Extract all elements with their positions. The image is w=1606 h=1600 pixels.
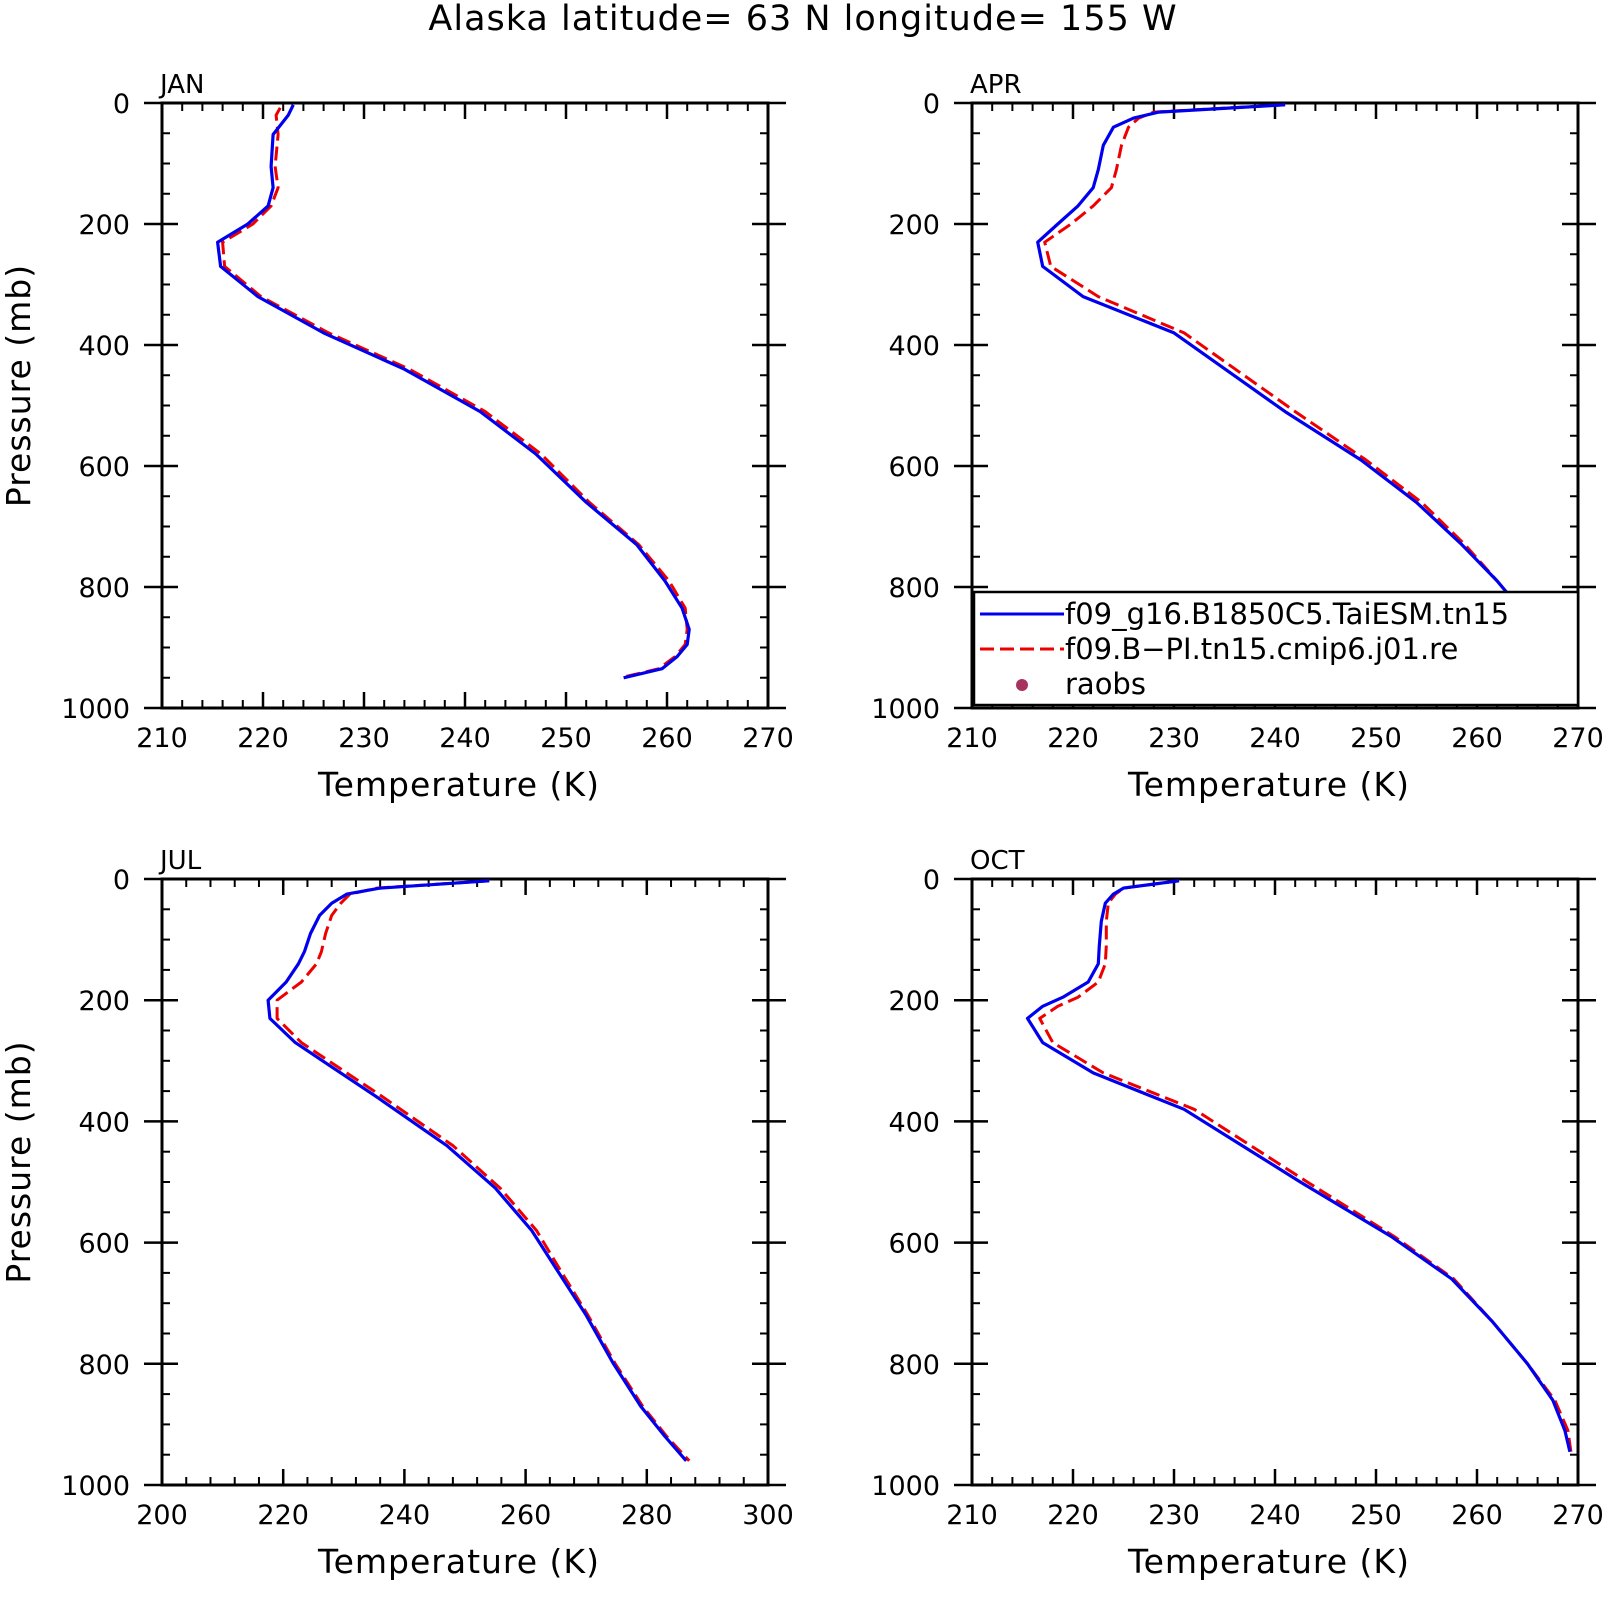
series-line-blue-solid	[216, 104, 691, 680]
y-tick-label: 200	[78, 210, 130, 241]
y-tick-label: 600	[78, 452, 130, 483]
x-axis-label: Temperature (K)	[1127, 765, 1410, 804]
y-tick-label: 400	[78, 331, 130, 362]
x-tick-label: 240	[439, 723, 491, 754]
x-tick-label: 250	[1350, 1500, 1402, 1531]
series-line-blue-solid	[1025, 879, 1572, 1453]
x-tick-label: 250	[540, 723, 592, 754]
x-tick-label: 210	[946, 723, 998, 754]
x-tick-label: 230	[1148, 1500, 1200, 1531]
x-tick-label: 270	[742, 723, 794, 754]
x-tick-label: 230	[338, 723, 390, 754]
y-tick-label: 0	[113, 89, 130, 120]
x-tick-label: 300	[742, 1500, 794, 1531]
x-tick-label: 240	[1249, 723, 1301, 754]
plot-frame	[160, 877, 770, 1487]
x-tick-label: 240	[1249, 1500, 1301, 1531]
panel-label: JUL	[158, 846, 202, 876]
y-tick-label: 1000	[61, 694, 130, 725]
x-tick-label: 210	[946, 1500, 998, 1531]
x-axis-label: Temperature (K)	[1127, 1542, 1410, 1581]
panel-oct: 210 220 230 240 250 260 270 0 200 400 600 800 1000 OC…	[871, 846, 1603, 1581]
panel-label: APR	[970, 70, 1022, 100]
y-tick-label: 0	[113, 865, 130, 896]
x-tick-label: 230	[1148, 723, 1200, 754]
legend-box	[972, 590, 1580, 707]
y-tick-label: 400	[888, 1107, 940, 1138]
y-axis-label: Pressure (mb)	[0, 264, 38, 507]
x-tick-label: 280	[621, 1500, 673, 1531]
y-tick-label: 200	[888, 210, 940, 241]
y-axis-label: Pressure (mb)	[0, 1040, 38, 1283]
y-tick-label: 1000	[871, 694, 940, 725]
legend-underline	[974, 708, 1578, 709]
x-tick-label: 260	[1451, 723, 1503, 754]
x-tick-label: 200	[136, 1500, 188, 1531]
panel-jul: 200 220 240 260 280 300 0 200 400 600 800 1000 JUL Te…	[0, 846, 794, 1581]
x-tick-label: 260	[641, 723, 693, 754]
y-tick-label: 200	[78, 986, 130, 1017]
y-tick-label: 800	[78, 1350, 130, 1381]
y-tick-label: 600	[888, 1229, 940, 1260]
panel-label: JAN	[158, 70, 204, 100]
y-tick-label: 600	[888, 452, 940, 483]
x-axis-label: Temperature (K)	[317, 1542, 600, 1581]
y-tick-label: 800	[78, 573, 130, 604]
x-tick-label: 220	[1047, 1500, 1099, 1531]
y-tick-label: 800	[888, 573, 940, 604]
x-tick-label: 250	[1350, 723, 1402, 754]
y-tick-label: 200	[888, 986, 940, 1017]
y-tick-label: 0	[923, 89, 940, 120]
panel-label: OCT	[970, 846, 1025, 876]
figure-title: Alaska latitude= 63 N longitude= 155 W	[428, 0, 1177, 39]
series-line-red-dashed	[275, 879, 691, 1462]
x-tick-label: 240	[379, 1500, 431, 1531]
y-tick-label: 1000	[61, 1471, 130, 1502]
legend: f09_g16.B1850C5.TaiESM.tn15f09.B−PI.tn15…	[972, 590, 1580, 709]
plot-frame	[160, 101, 770, 710]
plot-frame	[970, 877, 1580, 1487]
legend-marker-dot	[1016, 679, 1028, 691]
x-tick-label: 220	[257, 1500, 309, 1531]
y-tick-label: 400	[78, 1107, 130, 1138]
x-tick-label: 220	[237, 723, 289, 754]
panel-jan: 210 220 230 240 250 260 270 0 200 400 600 800 1000 JA…	[0, 70, 794, 804]
x-axis-label: Temperature (K)	[317, 765, 600, 804]
x-tick-label: 270	[1552, 1500, 1604, 1531]
x-tick-label: 260	[1451, 1500, 1503, 1531]
y-tick-label: 800	[888, 1350, 940, 1381]
legend-label: f09.B−PI.tn15.cmip6.j01.re	[1065, 632, 1458, 666]
series-line-red-dashed	[221, 107, 689, 680]
series-line-red-dashed	[1038, 879, 1573, 1452]
x-tick-label: 260	[500, 1500, 552, 1531]
y-tick-label: 400	[888, 331, 940, 362]
y-tick-label: 1000	[871, 1471, 940, 1502]
y-tick-label: 600	[78, 1229, 130, 1260]
x-tick-label: 210	[136, 723, 188, 754]
series-line-blue-solid	[266, 879, 688, 1462]
legend-label: f09_g16.B1850C5.TaiESM.tn15	[1065, 597, 1509, 631]
legend-label: raobs	[1065, 667, 1146, 701]
x-tick-label: 220	[1047, 723, 1099, 754]
x-tick-label: 270	[1552, 723, 1604, 754]
y-tick-label: 0	[923, 865, 940, 896]
